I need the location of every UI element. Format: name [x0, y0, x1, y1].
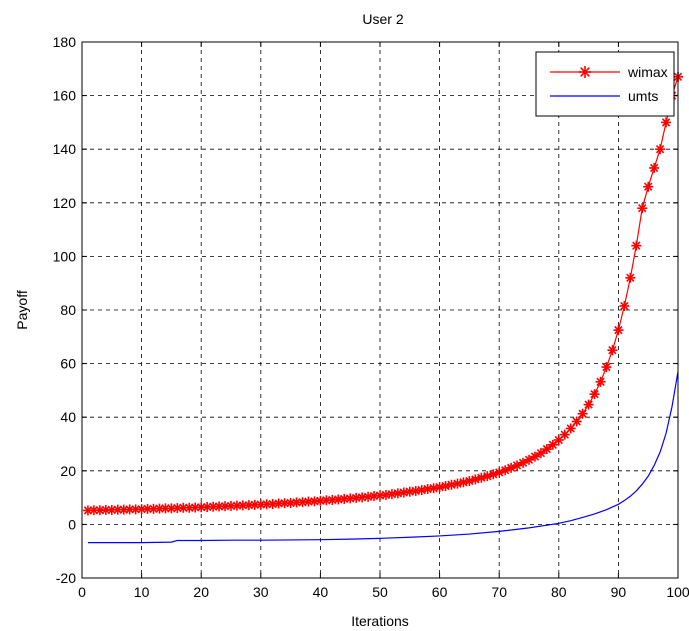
legend-label-wimax: wimax: [627, 64, 668, 80]
legend: wimax umts: [535, 51, 675, 117]
data-point-wimax: [440, 481, 451, 492]
data-point-wimax: [637, 203, 648, 214]
x-tick-label: 40: [313, 584, 329, 600]
data-point-wimax: [619, 300, 630, 311]
data-point-wimax: [655, 144, 666, 155]
data-point-wimax: [661, 117, 672, 128]
data-point-wimax: [565, 423, 576, 434]
data-point-wimax: [625, 272, 636, 283]
data-point-wimax: [589, 389, 600, 400]
y-tick-label: 120: [53, 195, 77, 211]
data-point-wimax: [577, 408, 588, 419]
data-point-wimax: [553, 434, 564, 445]
data-point-wimax: [94, 505, 105, 516]
data-point-wimax: [160, 503, 171, 514]
x-tick-label: 100: [666, 584, 689, 600]
legend-marker-wimax: [579, 66, 591, 78]
data-point-wimax: [404, 486, 415, 497]
y-tick-label: 80: [60, 302, 76, 318]
y-axis-label: Payoff: [14, 290, 30, 330]
x-tick-label: 0: [78, 584, 86, 600]
axis-ticks: 0 10 20 30 40 50 60 70 80 90 100-20020406080100120…: [53, 34, 689, 600]
x-tick-label: 60: [432, 584, 448, 600]
series-line-wimax: [87, 76, 679, 512]
grid-lines: [82, 42, 678, 578]
data-point-wimax: [398, 487, 409, 498]
x-tick-label: 20: [193, 584, 209, 600]
x-tick-label: 90: [611, 584, 627, 600]
data-point-wimax: [583, 399, 594, 410]
y-tick-label: 0: [68, 516, 76, 532]
data-point-wimax: [220, 501, 231, 512]
x-tick-label: 70: [491, 584, 507, 600]
data-point-wimax: [649, 162, 660, 173]
data-point-wimax: [571, 416, 582, 427]
y-tick-label: 160: [53, 88, 77, 104]
series-line-umts: [87, 371, 679, 544]
y-tick-label: 60: [60, 356, 76, 372]
data-point-wimax: [458, 477, 469, 488]
data-point-wimax: [547, 439, 558, 450]
data-point-wimax: [535, 448, 546, 459]
data-point-wimax: [613, 325, 624, 336]
x-axis-label: Iterations: [351, 613, 409, 629]
x-tick-label: 80: [551, 584, 567, 600]
y-tick-label: 100: [53, 248, 77, 264]
data-point-wimax: [631, 240, 642, 251]
legend-box: [535, 51, 675, 117]
y-tick-label: -20: [56, 570, 76, 586]
data-point-wimax: [607, 345, 618, 356]
data-point-wimax: [559, 429, 570, 440]
x-tick-label: 30: [253, 584, 269, 600]
legend-label-umts: umts: [628, 88, 658, 104]
x-tick-label: 10: [134, 584, 150, 600]
chart-title: User 2: [362, 11, 403, 27]
y-tick-label: 140: [53, 141, 77, 157]
series-layer: [82, 71, 683, 544]
x-tick-label: 50: [372, 584, 388, 600]
data-point-wimax: [100, 504, 111, 515]
data-point-wimax: [112, 504, 123, 515]
y-tick-label: 40: [60, 409, 76, 425]
data-point-wimax: [452, 478, 463, 489]
data-point-wimax: [541, 444, 552, 455]
data-point-wimax: [601, 362, 612, 373]
data-point-wimax: [595, 376, 606, 387]
data-point-wimax: [142, 503, 153, 514]
data-point-wimax: [643, 181, 654, 192]
data-point-wimax: [124, 504, 135, 515]
y-tick-label: 20: [60, 463, 76, 479]
y-tick-label: 180: [53, 34, 77, 50]
